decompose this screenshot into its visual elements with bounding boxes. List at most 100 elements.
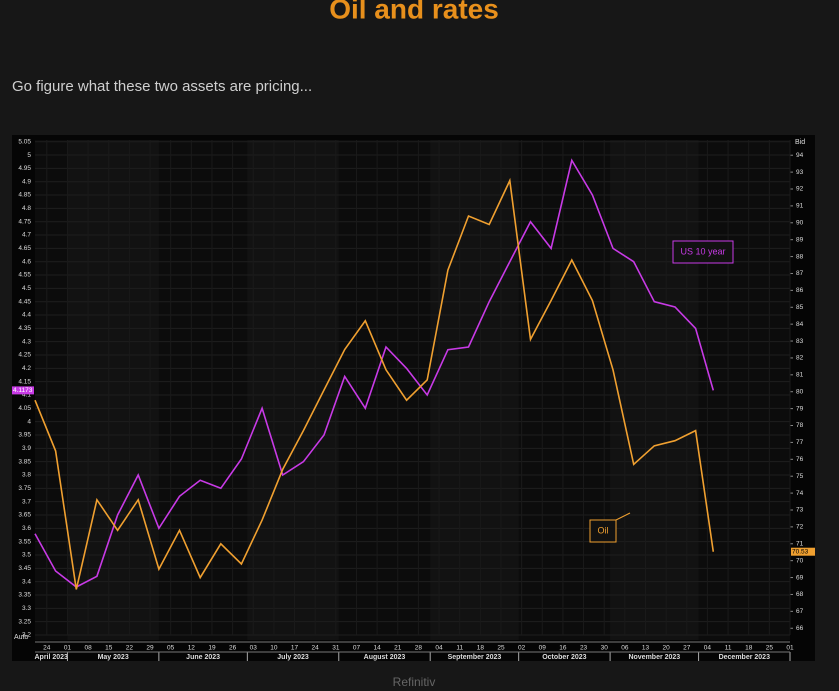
y2-tick-label: 68 (796, 591, 804, 598)
y2-tick-label: 73 (796, 507, 804, 514)
y-tick-label: 3.7 (22, 498, 31, 505)
line-series (34, 177, 715, 590)
x-tick-label: 23 (580, 645, 588, 652)
y2-tick-label: 93 (796, 169, 804, 176)
x-tick-label: 26 (229, 645, 237, 652)
x-tick-label: 25 (497, 645, 505, 652)
annotation-label: US 10 year (680, 246, 725, 256)
y-tick-label: 4.3 (22, 338, 31, 345)
y-tick-label: 4 (27, 418, 31, 425)
x-tick-label: 17 (291, 645, 299, 652)
y-tick-label: 4.8 (22, 205, 31, 212)
month-band (430, 140, 519, 640)
month-label: December 2023 (719, 654, 770, 661)
y-tick-label: 3.2 (22, 632, 31, 639)
x-tick-label: 14 (373, 645, 381, 652)
y-tick-label: 4.45 (18, 298, 31, 305)
last-value-label: 4.1173 (13, 387, 33, 394)
y-tick-label: 3.4 (22, 578, 31, 585)
month-label: July 2023 (277, 654, 309, 661)
y2-tick-label: 67 (796, 608, 804, 615)
month-band (610, 140, 699, 640)
x-tick-label: 07 (353, 645, 361, 652)
corner-label: Auto (14, 634, 29, 641)
month-label: August 2023 (364, 654, 406, 661)
x-tick-label: 16 (559, 645, 567, 652)
y2-tick-label: 72 (796, 524, 804, 531)
y-tick-label: 3.35 (18, 592, 31, 599)
x-tick-label: 09 (539, 645, 547, 652)
y-tick-label: 3.75 (18, 485, 31, 492)
source: Refinitiv (393, 675, 436, 686)
y2-tick-label: 90 (796, 220, 804, 227)
y-tick-label: 4.25 (18, 352, 31, 359)
x-tick-label: 01 (786, 645, 794, 652)
y-tick-label: 4.05 (18, 405, 31, 412)
x-tick-label: 13 (642, 645, 650, 652)
annotation-box (589, 519, 617, 543)
x-tick-label: 25 (766, 645, 774, 652)
y2-tick-label: 76 (796, 456, 804, 463)
annotation-box (672, 240, 734, 264)
month-label: May 2023 (98, 654, 129, 661)
x-tick-label: 04 (704, 645, 712, 652)
x-tick-label: 19 (208, 645, 216, 652)
x-tick-label: 12 (188, 645, 196, 652)
annotation-leader (615, 512, 631, 521)
x-tick-label: 15 (105, 645, 113, 652)
y2-tick-label: 92 (796, 186, 804, 193)
x-tick-label: 05 (167, 645, 175, 652)
y-tick-label: 4.15 (18, 378, 31, 385)
x-tick-label: 10 (270, 645, 278, 652)
y-tick-label: 5.05 (18, 138, 31, 145)
y2-tick-label: 79 (796, 405, 804, 412)
annotation-label: Oil (598, 525, 609, 535)
y2-tick-label: 84 (796, 321, 804, 328)
chart-subtitle: Go figure what these two assets are pric… (12, 78, 312, 95)
x-tick-label: 06 (621, 645, 629, 652)
x-tick-label: 11 (725, 645, 732, 652)
x-tick-label: 18 (477, 645, 485, 652)
last-value-box (791, 547, 815, 556)
x-tick-label: 01 (64, 645, 72, 652)
y-tick-label: 4.1 (22, 392, 31, 399)
y-tick-label: 3.6 (22, 525, 31, 532)
y2-tick-label: 80 (796, 388, 804, 395)
y-tick-label: 4.75 (18, 218, 31, 225)
x-tick-label: 11 (456, 645, 463, 652)
x-tick-label: 24 (43, 645, 51, 652)
chart-title: Oil and rates (329, 0, 499, 24)
y-tick-label: 4.65 (18, 245, 31, 252)
y2-tick-label: 94 (796, 152, 804, 159)
y2-tick-label: 78 (796, 422, 804, 429)
y-tick-label: 3.55 (18, 538, 31, 545)
y2-header: Bid (795, 139, 805, 146)
last-value-label: 70.53 (792, 548, 809, 555)
y2-tick-label: 71 (796, 540, 804, 547)
y-tick-label: 4.2 (22, 365, 31, 372)
y-tick-label: 4.4 (22, 312, 31, 319)
y2-tick-label: 70 (796, 557, 804, 564)
y2-tick-label: 89 (796, 236, 804, 243)
month-label: June 2023 (186, 654, 220, 661)
y-tick-label: 3.45 (18, 565, 31, 572)
x-tick-label: 04 (435, 645, 443, 652)
x-tick-label: 28 (415, 645, 423, 652)
y-tick-label: 4.95 (18, 165, 31, 172)
x-tick-label: 08 (84, 645, 92, 652)
x-tick-label: 24 (312, 645, 320, 652)
y2-tick-label: 69 (796, 574, 804, 581)
month-label: November 2023 (628, 654, 680, 661)
y-tick-label: 3.65 (18, 512, 31, 519)
y-tick-label: 4.7 (22, 232, 31, 239)
x-tick-label: 21 (394, 645, 402, 652)
last-value-box (12, 386, 34, 395)
y-tick-label: 5 (27, 152, 31, 159)
line-series (34, 158, 715, 588)
y-tick-label: 4.85 (18, 192, 31, 199)
y-tick-label: 3.8 (22, 472, 31, 479)
y-tick-label: 3.95 (18, 432, 31, 439)
y-tick-label: 4.6 (22, 258, 31, 265)
